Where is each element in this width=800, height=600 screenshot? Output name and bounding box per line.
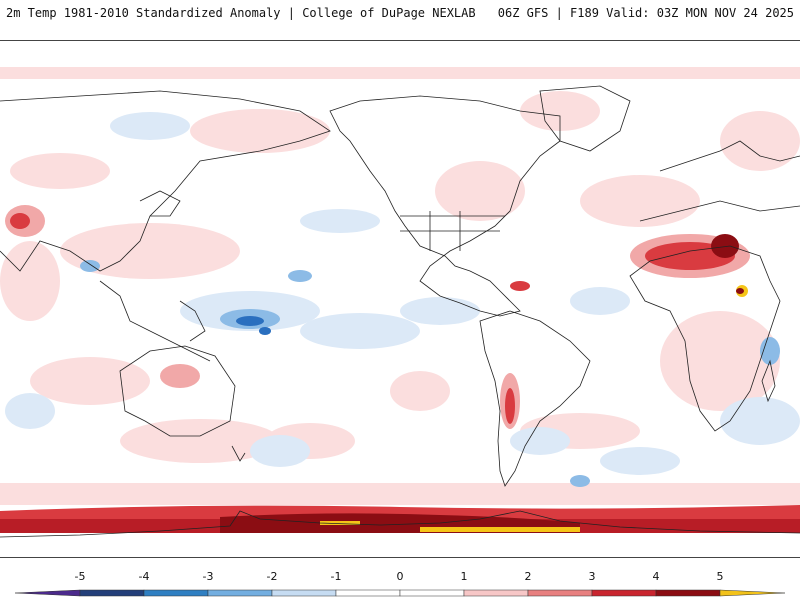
antarctic-highlight-1 bbox=[320, 521, 360, 525]
colorbar-tick-label: -4 bbox=[138, 570, 150, 583]
colorbar-segment bbox=[591, 589, 657, 597]
antarctic-highlight-2 bbox=[420, 527, 580, 532]
colorbar-segment bbox=[335, 589, 401, 597]
southern-ocean-warm-band bbox=[0, 483, 800, 505]
anomaly-map bbox=[0, 40, 800, 558]
model-run-info: 06Z GFS | F189 Valid: 03Z MON NOV 24 202… bbox=[497, 6, 794, 20]
colorbar-tick-label: 2 bbox=[524, 570, 532, 583]
colorbar-segment bbox=[463, 589, 529, 597]
warm-anomaly-patches bbox=[0, 91, 800, 463]
colorbar-high-extension bbox=[719, 589, 786, 597]
colorbar-segment bbox=[399, 589, 465, 597]
india-warm-anomaly bbox=[5, 205, 45, 237]
colorbar-segment bbox=[143, 589, 209, 597]
colorbar-segment bbox=[271, 589, 337, 597]
cool-anomaly-strong bbox=[236, 316, 271, 335]
arctic-warm-band bbox=[0, 67, 800, 79]
colorbar-tick-label: -1 bbox=[330, 570, 342, 583]
colorbar-low-extension bbox=[14, 589, 81, 597]
colorbar-tick-label: -3 bbox=[202, 570, 214, 583]
colorbar-segment bbox=[79, 589, 145, 597]
map-title: 2m Temp 1981-2010 Standardized Anomaly |… bbox=[6, 6, 476, 20]
australia-warm-anomaly bbox=[160, 364, 200, 388]
colorbar-tick-label: -2 bbox=[266, 570, 278, 583]
coastlines bbox=[0, 85, 800, 538]
colorbar-tick-label: 3 bbox=[588, 570, 596, 583]
world-map-svg bbox=[0, 41, 800, 557]
cool-anomaly-mid bbox=[80, 260, 780, 487]
colorbar-tick-label: 5 bbox=[716, 570, 724, 583]
colorbar-tick-label: -5 bbox=[74, 570, 86, 583]
colorbar-segment bbox=[655, 589, 721, 597]
africa-warm-anomaly bbox=[630, 234, 750, 297]
colorbar-svg bbox=[14, 589, 786, 597]
map-header: 2m Temp 1981-2010 Standardized Anomaly |… bbox=[0, 0, 800, 26]
colorbar: -5 -4 -3 -2 -1 0 1 2 3 4 5 bbox=[0, 570, 800, 600]
colorbar-tick-label: 4 bbox=[652, 570, 660, 583]
colorbar-segment bbox=[527, 589, 593, 597]
colorbar-tick-label: 0 bbox=[396, 570, 404, 583]
colorbar-segment bbox=[207, 589, 273, 597]
south-america-warm-anomaly bbox=[500, 281, 530, 429]
colorbar-tick-label: 1 bbox=[460, 570, 468, 583]
